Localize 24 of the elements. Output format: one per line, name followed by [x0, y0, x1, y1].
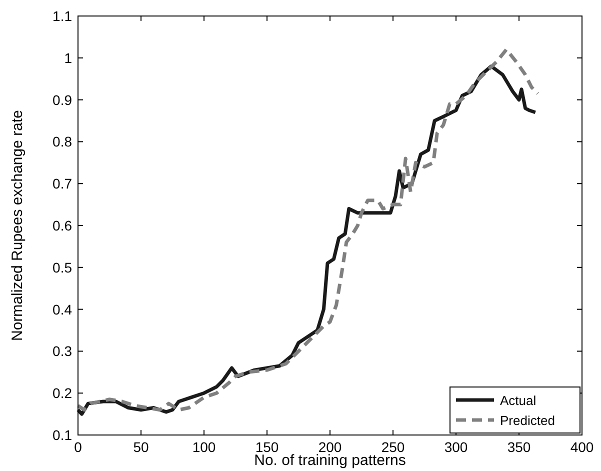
y-tick-label: 0.8	[52, 134, 72, 150]
y-tick-label: 0.1	[52, 427, 72, 443]
y-tick-label: 0.9	[52, 92, 72, 108]
legend-label: Actual	[500, 393, 536, 408]
x-tick-label: 0	[74, 439, 82, 455]
x-tick-label: 250	[381, 439, 405, 455]
x-tick-label: 100	[192, 439, 216, 455]
legend-label: Predicted	[500, 413, 555, 428]
y-tick-label: 0.5	[52, 259, 72, 276]
x-axis-title: No. of training patterns	[254, 452, 406, 469]
y-tick-label: 0.6	[52, 218, 72, 234]
y-tick-label: 1	[64, 50, 72, 66]
y-tick-label: 0.7	[52, 176, 72, 192]
x-tick-label: 50	[133, 439, 149, 455]
y-tick-label: 0.3	[52, 343, 72, 360]
y-axis-title: Normalized Rupees exchange rate	[9, 110, 26, 341]
x-tick-label: 300	[444, 439, 468, 455]
y-tick-label: 0.4	[52, 301, 72, 318]
x-tick-label: 350	[507, 439, 531, 455]
x-tick-label: 200	[318, 439, 342, 455]
x-tick-label: 150	[255, 439, 279, 455]
x-tick-label: 400	[570, 439, 594, 455]
y-tick-label: 1.1	[52, 8, 72, 24]
y-tick-label: 0.2	[52, 385, 72, 402]
